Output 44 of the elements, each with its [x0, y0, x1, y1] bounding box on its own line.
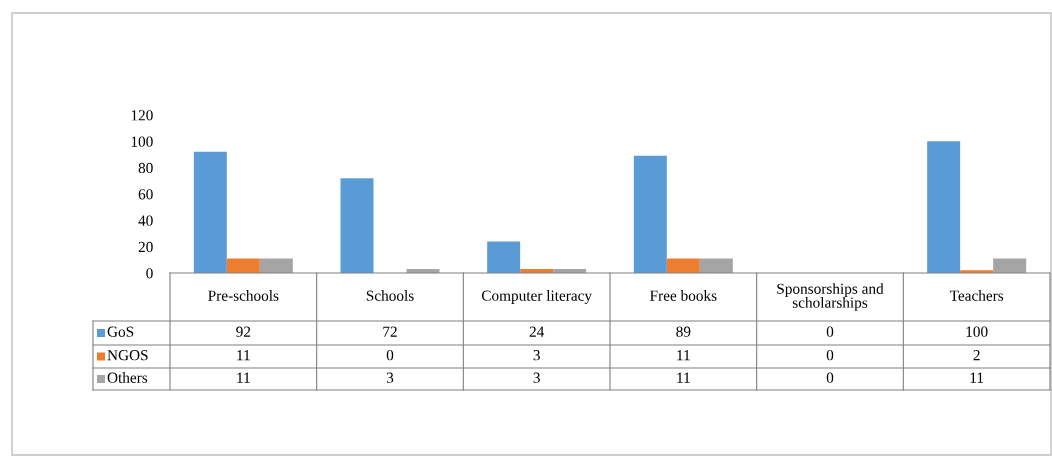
data-label: 0: [826, 372, 834, 383]
bar: [633, 155, 667, 273]
data-label: 0: [386, 350, 394, 361]
x-tick-label: Pre-schools: [208, 290, 279, 301]
bar: [487, 241, 521, 273]
x-tick-label: Teachers: [949, 290, 1004, 301]
data-label: 3: [386, 372, 394, 383]
data-label: 3: [533, 372, 540, 383]
data-label: 0: [826, 350, 834, 361]
legend-label: Others: [107, 372, 148, 383]
data-label: 72: [383, 326, 397, 337]
y-tick-label: 40: [138, 215, 153, 226]
legend-label: GoS: [107, 326, 134, 337]
data-label: 11: [237, 350, 250, 361]
data-label: 2: [973, 350, 980, 361]
data-label: 24: [529, 326, 545, 337]
y-tick-label: 80: [138, 162, 153, 174]
bar: [193, 151, 227, 273]
data-label: 92: [236, 326, 251, 337]
data-label: 11: [677, 372, 690, 383]
bar: [699, 258, 733, 273]
x-tick-label: Computer literacy: [481, 290, 592, 304]
data-label: 89: [676, 326, 691, 337]
data-label: 11: [970, 372, 984, 383]
y-tick-label: 60: [138, 189, 153, 200]
data-label: 11: [677, 350, 690, 361]
y-tick-label: 100: [131, 136, 153, 147]
bar: [927, 141, 961, 273]
data-label: 11: [237, 372, 250, 383]
y-tick-label: 20: [138, 241, 153, 253]
legend-label: NGOS: [107, 350, 148, 361]
y-tick-label: 120: [131, 110, 153, 121]
y-tick-label: 0: [146, 268, 153, 279]
data-label: 0: [826, 326, 834, 337]
data-label: 100: [966, 326, 988, 337]
x-tick-label: Free books: [650, 290, 717, 301]
bar: [993, 258, 1027, 273]
x-tick-label: Schools: [366, 290, 414, 301]
x-tick-label: Sponsorships and scholarships: [777, 283, 884, 311]
bar: [259, 258, 293, 273]
bar: [340, 178, 374, 273]
bar: [226, 258, 260, 273]
bar: [666, 258, 700, 273]
data-label: 3: [533, 350, 540, 361]
